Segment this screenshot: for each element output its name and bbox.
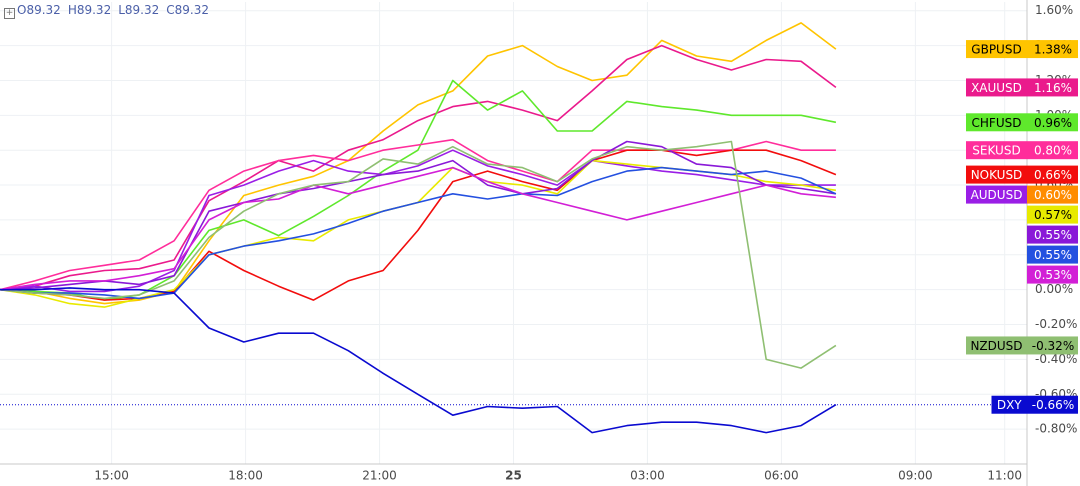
value-tag-label: 0.55% xyxy=(1034,248,1072,262)
x-tick-label: 18:00 xyxy=(228,469,263,483)
value-tag xyxy=(1027,205,1078,224)
value-tag-label: 0.55% xyxy=(1034,228,1072,242)
x-tick-label: 25 xyxy=(505,469,522,483)
ohlc-value: 89.32 xyxy=(124,3,160,17)
value-tag-label: 0.96% xyxy=(1034,116,1072,130)
value-tag xyxy=(1027,395,1078,414)
value-tag-label: 1.38% xyxy=(1034,43,1072,57)
ohlc-header: + O89.32 H89.32 L89.32 C89.32 xyxy=(4,3,216,19)
ohlc-value: 89.32 xyxy=(76,3,112,17)
x-tick-label: 09:00 xyxy=(898,469,933,483)
name-tag xyxy=(966,78,1027,97)
series-line xyxy=(0,79,837,301)
value-tag xyxy=(1027,165,1078,184)
value-tag-label: 0.60% xyxy=(1034,188,1072,202)
ohlc-item: H89.32 xyxy=(68,3,111,17)
legend-label: GBPUSD xyxy=(971,43,1021,57)
x-tick-label: 15:00 xyxy=(94,469,129,483)
value-tag xyxy=(1027,245,1078,264)
name-tag xyxy=(966,336,1027,355)
value-tag-label: 0.66% xyxy=(1034,168,1072,182)
series-line xyxy=(0,140,837,291)
series-line xyxy=(0,159,837,308)
y-tick-label: 0.00% xyxy=(1035,282,1073,296)
ohlc-label: C xyxy=(166,3,175,17)
series-line xyxy=(0,149,836,293)
legend-label: XAUUSD xyxy=(971,81,1022,95)
y-tick-label: -0.20% xyxy=(1035,317,1077,331)
series-line xyxy=(0,166,836,291)
legend-label: NZDUSD xyxy=(970,339,1022,353)
series-line xyxy=(0,140,837,369)
name-tag xyxy=(966,40,1027,59)
name-tag xyxy=(991,395,1027,414)
legend-label: CHFUSD xyxy=(972,116,1022,130)
name-tag xyxy=(966,113,1027,132)
ohlc-item: C89.32 xyxy=(166,3,209,17)
value-tag-label: 0.53% xyxy=(1034,268,1072,282)
x-tick-label: 03:00 xyxy=(630,469,665,483)
x-tick-label: 11:00 xyxy=(987,469,1022,483)
series-line xyxy=(0,138,836,291)
value-tag-label: 0.80% xyxy=(1034,144,1072,158)
legend-label: SEKUSD xyxy=(972,144,1020,158)
x-tick-label: 21:00 xyxy=(362,469,397,483)
value-tag xyxy=(1027,185,1078,204)
x-tick-label: 06:00 xyxy=(764,469,799,483)
value-tag xyxy=(1027,113,1078,132)
value-tag xyxy=(1027,265,1078,284)
legend-label: DXY xyxy=(997,398,1022,412)
name-tag xyxy=(966,165,1027,184)
series-line xyxy=(0,44,837,291)
legend-label: AUDUSD xyxy=(971,188,1023,202)
y-tick-label: 1.60% xyxy=(1035,3,1073,17)
name-tag xyxy=(966,141,1027,160)
name-tag xyxy=(966,185,1027,204)
value-tag-label: -0.32% xyxy=(1032,339,1074,353)
value-tag-label: 0.57% xyxy=(1034,208,1072,222)
value-tag xyxy=(1027,78,1078,97)
collapse-icon[interactable]: + xyxy=(4,8,15,19)
series-line xyxy=(0,22,837,305)
series-line xyxy=(0,166,837,300)
ohlc-label: H xyxy=(67,3,77,17)
y-tick-label: -0.80% xyxy=(1035,422,1077,436)
ohlc-label: O xyxy=(17,3,27,17)
value-tag xyxy=(1027,225,1078,244)
ohlc-label: L xyxy=(118,3,125,17)
ohlc-item: L89.32 xyxy=(118,3,159,17)
value-tag-label: 1.16% xyxy=(1034,81,1072,95)
value-tag xyxy=(1027,40,1078,59)
value-tag xyxy=(1027,336,1078,355)
y-tick-label: -0.40% xyxy=(1035,352,1077,366)
legend-label: NOKUSD xyxy=(971,168,1023,182)
value-tag-label: -0.66% xyxy=(1032,398,1074,412)
ohlc-value: 89.32 xyxy=(26,3,61,17)
ohlc-item: O89.32 xyxy=(17,3,61,17)
ohlc-value: 89.32 xyxy=(174,3,209,17)
series-line xyxy=(0,287,837,434)
value-tag xyxy=(1027,141,1078,160)
